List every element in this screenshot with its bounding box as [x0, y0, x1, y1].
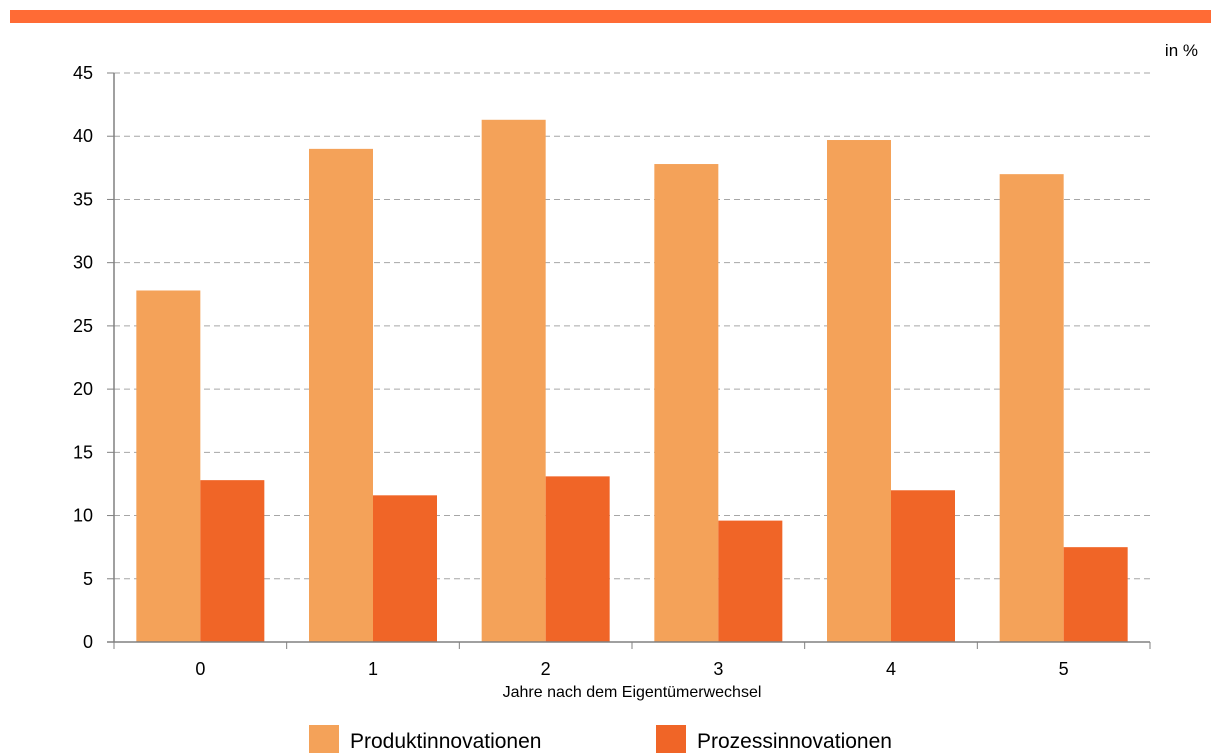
bar-prozess-5: [1063, 547, 1128, 642]
legend-swatch-prozess: [656, 725, 686, 753]
bar-prozess-2: [545, 476, 610, 642]
bar-prozess-0: [200, 480, 265, 642]
y-tick-labels: 0 5 10 15 20 25 30 35 40 45: [73, 63, 93, 652]
x-tick-label-5: 5: [1059, 659, 1069, 679]
axes: [107, 73, 1150, 643]
y-tick-label-10: 10: [73, 506, 93, 526]
y-tick-label-25: 25: [73, 316, 93, 336]
x-tick-label-3: 3: [713, 659, 723, 679]
x-tick-label-2: 2: [541, 659, 551, 679]
x-tick-label-1: 1: [368, 659, 378, 679]
x-tick-label-4: 4: [886, 659, 896, 679]
bar-prozess-1: [373, 495, 437, 642]
x-tick-label-0: 0: [195, 659, 205, 679]
x-tick-labels: 0 1 2 3 4 5: [113, 642, 1151, 679]
x-axis-title: Jahre nach dem Eigentümerwechsel: [503, 684, 762, 701]
y-tick-label-0: 0: [83, 632, 93, 652]
legend-label-prozess: Prozessinnovationen: [697, 730, 892, 753]
bar-produkt-4: [827, 140, 891, 642]
gridlines: [107, 72, 1150, 643]
y-tick-label-15: 15: [73, 442, 93, 462]
bar-produkt-5: [999, 174, 1064, 642]
bar-produkt-2: [481, 119, 546, 643]
y-tick-label-35: 35: [73, 189, 93, 209]
bar-produkt-0: [136, 290, 201, 642]
bar-produkt-1: [309, 148, 373, 642]
bar-produkt-3: [654, 164, 719, 643]
bar-prozess-4: [891, 490, 955, 642]
top-accent-bar: [10, 10, 1211, 23]
y-tick-label-40: 40: [73, 126, 93, 146]
legend-label-produkt: Produktinnovationen: [350, 730, 541, 753]
bars: [136, 119, 1128, 643]
unit-label: in %: [1165, 41, 1198, 60]
y-tick-label-20: 20: [73, 379, 93, 399]
y-tick-label-45: 45: [73, 63, 93, 83]
y-tick-label-30: 30: [73, 253, 93, 273]
bar-prozess-3: [718, 520, 783, 642]
legend: Produktinnovationen Prozessinnovationen: [309, 725, 892, 753]
legend-swatch-produkt: [309, 725, 339, 753]
y-tick-label-5: 5: [83, 569, 93, 589]
